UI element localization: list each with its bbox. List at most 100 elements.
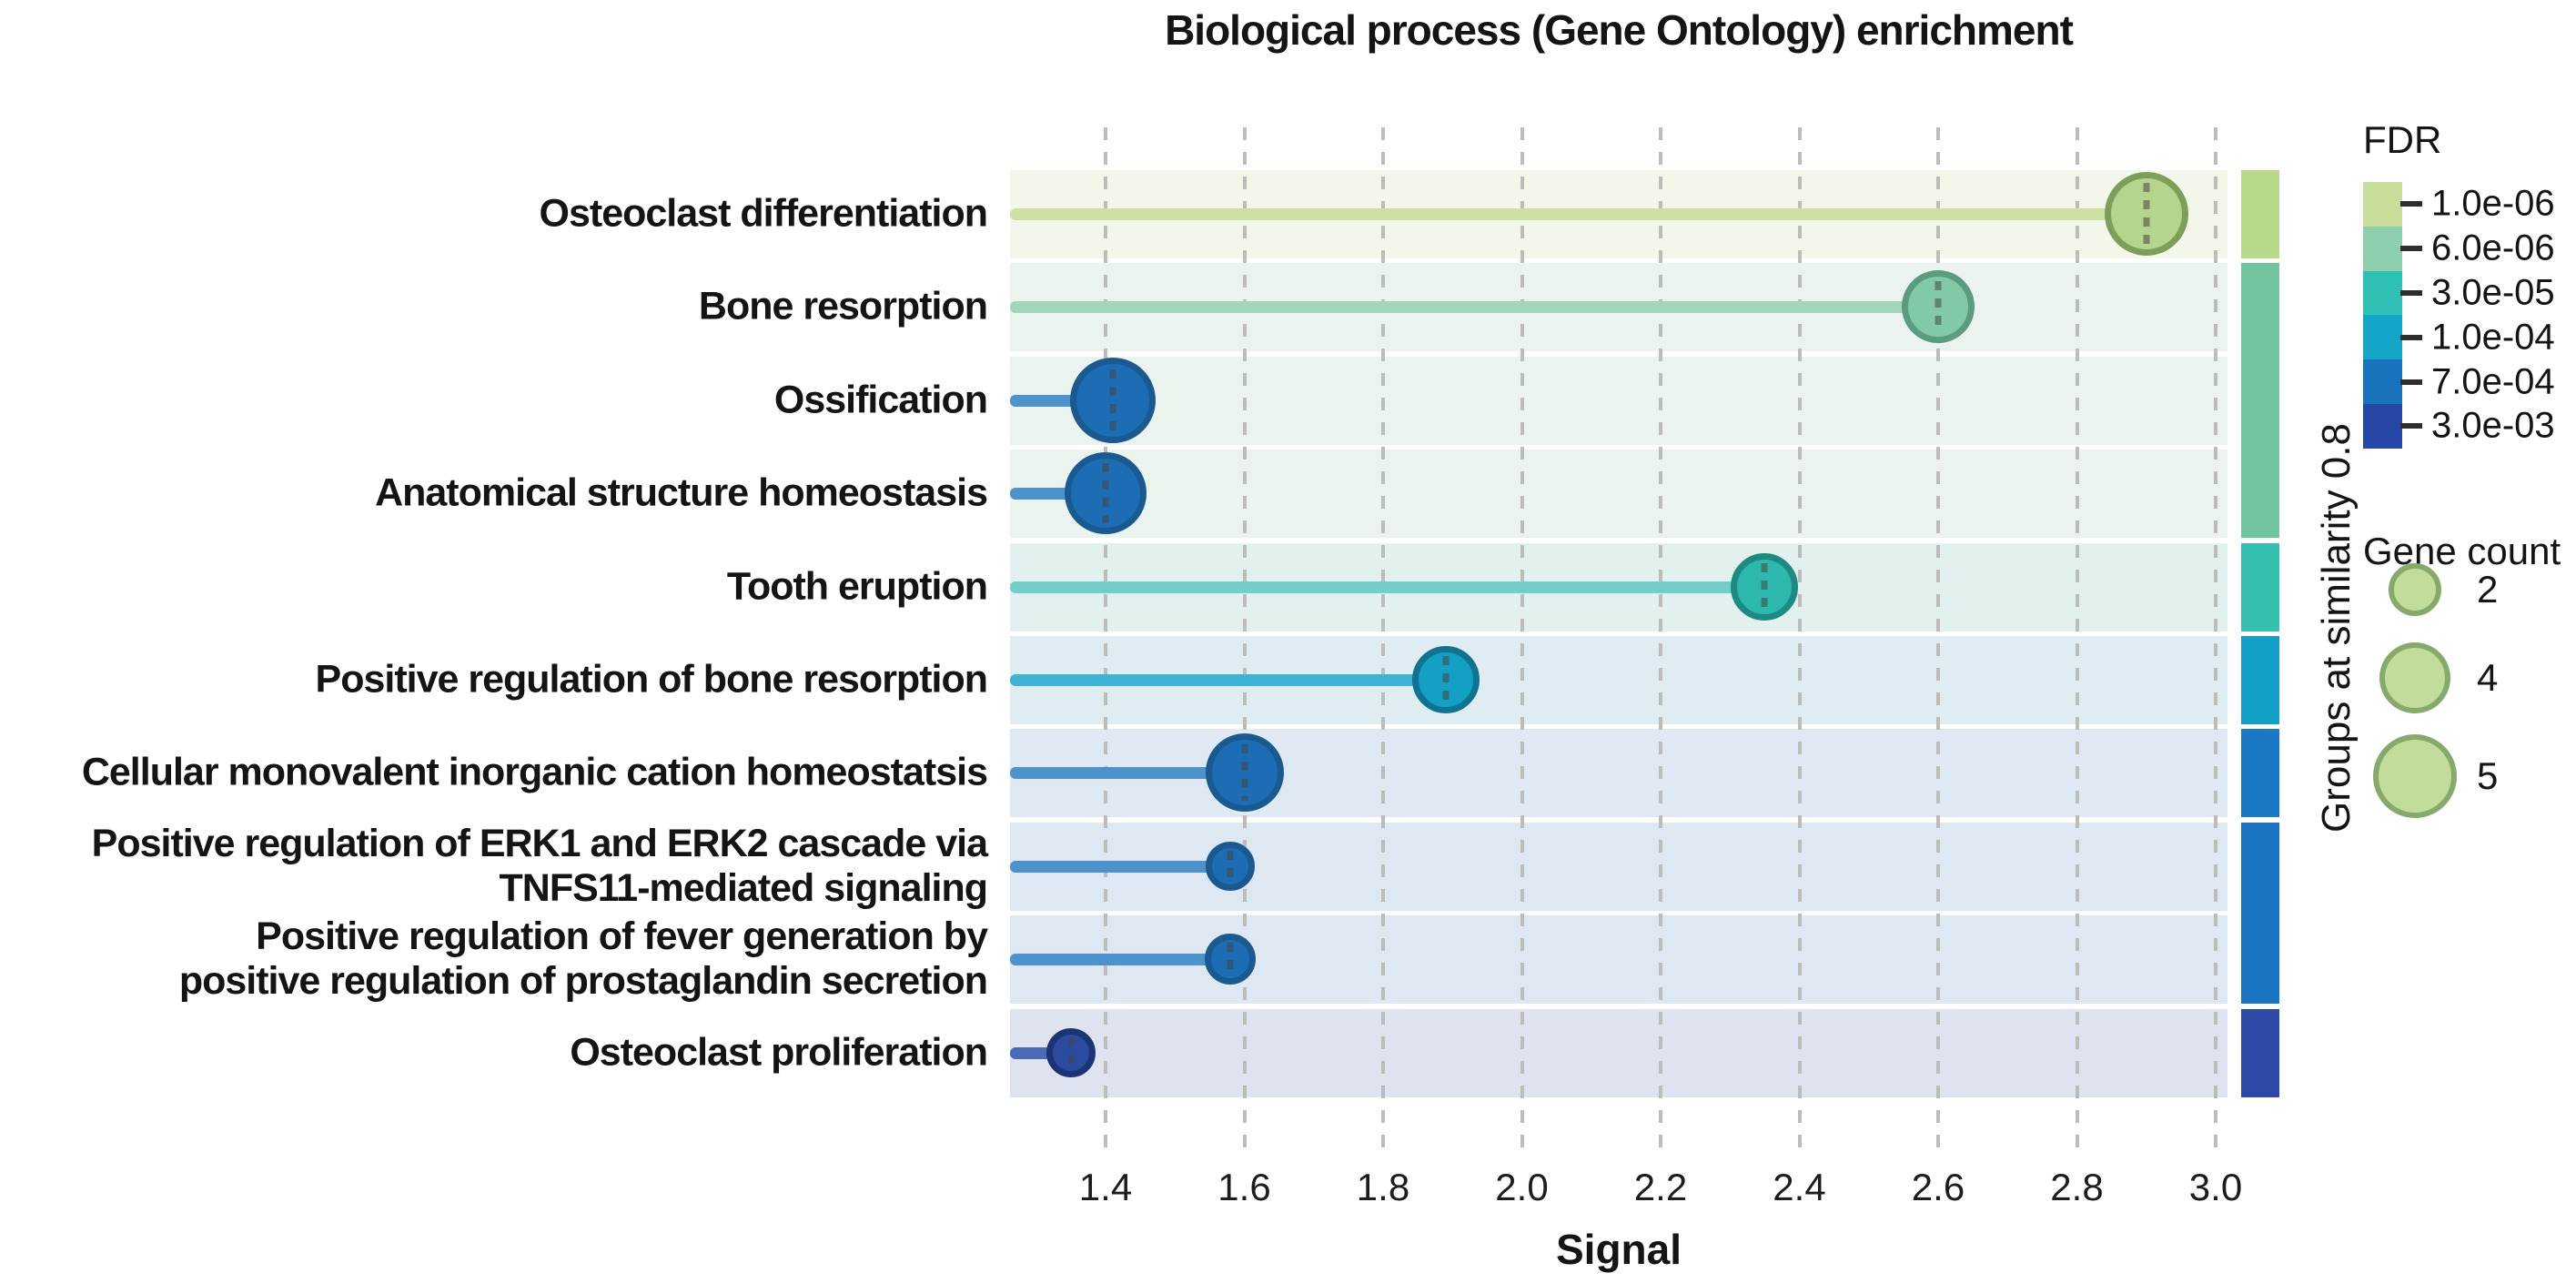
gridline: [1381, 127, 1385, 1154]
lollipop-stem: [1010, 673, 1446, 686]
dot-center-dash: [1102, 463, 1109, 523]
fdr-tick-label: 6.0e-06: [2431, 227, 2555, 268]
gridline: [1797, 127, 1802, 1154]
dot-center-dash: [1067, 1036, 1075, 1069]
dot-center-dash: [1761, 563, 1768, 611]
fdr-colorbar-segment: [2363, 404, 2402, 450]
group-bar-segment: [2241, 1008, 2279, 1097]
fdr-colorbar-segment: [2363, 315, 2402, 360]
fdr-colorbar-segment: [2363, 182, 2402, 227]
category-label: Positive regulation of bone resorption: [0, 657, 988, 702]
category-label: Positive regulation of fever generation …: [0, 914, 988, 1004]
x-tick-label: 1.6: [1217, 1166, 1271, 1208]
category-label-line: Tooth eruption: [726, 564, 988, 609]
category-label-line: Cellular monovalent inorganic cation hom…: [81, 750, 988, 794]
lollipop-dot: [1205, 934, 1257, 985]
x-tick-label: 1.8: [1356, 1166, 1410, 1208]
dot-center-dash: [1109, 369, 1116, 432]
category-label-line: Positive regulation of bone resorption: [315, 657, 988, 702]
dot-center-dash: [1442, 656, 1450, 703]
group-bar-segment: [2241, 169, 2279, 258]
fdr-tick-mark: [2400, 246, 2422, 252]
category-labels: Osteoclast differentiation Bone resorptio…: [0, 0, 989, 1283]
lollipop-stem: [1010, 953, 1231, 965]
category-label: Anatomical structure homeostasis: [0, 470, 988, 516]
category-label-line: Positive regulation of fever generation …: [256, 914, 988, 958]
group-bar-segment: [2241, 728, 2279, 817]
fdr-tick-mark: [2400, 379, 2422, 385]
category-label: Osteoclast differentiation: [0, 191, 988, 237]
gridline: [1104, 127, 1107, 1154]
gene-count-legend-value: 5: [2477, 754, 2499, 797]
lollipop-dot: [1046, 1028, 1096, 1077]
category-label-line: Bone resorption: [698, 284, 988, 328]
fdr-colorbar-segment: [2363, 226, 2402, 272]
group-bar-segment: [2241, 635, 2279, 724]
fdr-tick-label: 1.0e-06: [2431, 183, 2555, 224]
lollipop-dot: [2104, 172, 2188, 256]
fdr-tick-mark: [2400, 290, 2422, 296]
lollipop-stem: [1010, 207, 2147, 220]
gene-count-legend-circle: [2389, 563, 2441, 616]
x-tick-label: 3.0: [2188, 1166, 2243, 1208]
gene-count-legend-circle: [2379, 642, 2450, 713]
lollipop-stem: [1010, 766, 1245, 779]
fdr-tick-label: 3.0e-05: [2431, 272, 2555, 313]
gene-count-legend-title: Gene count: [2363, 530, 2561, 572]
category-label-line: Anatomical structure homeostasis: [375, 470, 988, 515]
fdr-tick-mark: [2400, 423, 2422, 429]
lollipop-dot: [1069, 358, 1156, 443]
category-label-line: Positive regulation of ERK1 and ERK2 cas…: [91, 822, 988, 865]
lollipop-dot: [1205, 733, 1284, 812]
gene-count-legend-value: 4: [2477, 656, 2499, 699]
fdr-tick-mark: [2400, 334, 2422, 340]
category-label-line: Osteoclast proliferation: [570, 1030, 988, 1075]
gridline: [1242, 127, 1247, 1154]
gene-count-legend-circle: [2373, 734, 2457, 818]
gridline: [1520, 127, 1524, 1154]
dot-center-dash: [2143, 183, 2150, 245]
gridline: [2075, 127, 2079, 1154]
dot-center-dash: [1227, 850, 1234, 883]
x-axis-title: Signal: [1555, 1226, 1682, 1273]
category-label-line: Ossification: [773, 378, 988, 422]
row-band: [1010, 356, 2227, 445]
category-label: Osteoclast proliferation: [0, 1030, 988, 1076]
gene-count-legend-value: 2: [2477, 568, 2499, 611]
category-label: Bone resorption: [0, 284, 988, 329]
lollipop-dot: [1065, 452, 1147, 534]
category-label-line: TNFS11-mediated signaling: [499, 866, 989, 910]
x-tick-label: 2.0: [1495, 1166, 1549, 1208]
category-label: Cellular monovalent inorganic cation hom…: [0, 750, 988, 795]
right-axis-label: Groups at similarity 0.8: [2314, 423, 2359, 833]
fdr-colorbar-segment: [2363, 270, 2402, 316]
chart-title: Biological process (Gene Ontology) enric…: [1165, 6, 2074, 54]
row-band: [1010, 1008, 2227, 1097]
x-tick-label: 2.2: [1633, 1166, 1688, 1208]
fdr-tick-label: 3.0e-03: [2431, 405, 2555, 446]
lollipop-dot: [1206, 842, 1256, 891]
dot-center-dash: [1935, 280, 1942, 333]
category-label-line: Osteoclast differentiation: [539, 191, 988, 236]
fdr-colorbar-segment: [2363, 359, 2402, 405]
lollipop-dot: [1411, 646, 1480, 713]
gridline: [1659, 127, 1662, 1154]
row-band: [1010, 449, 2227, 538]
gridline: [1936, 127, 1940, 1154]
lollipop-dot: [1902, 270, 1975, 343]
dot-center-dash: [1227, 942, 1234, 976]
fdr-tick-label: 1.0e-04: [2431, 317, 2555, 358]
category-label: Positive regulation of ERK1 and ERK2 cas…: [0, 822, 989, 911]
category-label: Ossification: [0, 378, 988, 423]
dot-center-dash: [1241, 744, 1248, 801]
lollipop-dot: [1731, 553, 1799, 621]
gridline: [2214, 127, 2217, 1154]
x-tick-label: 2.4: [1773, 1166, 1826, 1208]
x-tick-label: 1.4: [1078, 1166, 1133, 1208]
fdr-tick-mark: [2400, 201, 2422, 207]
fdr-tick-label: 7.0e-04: [2431, 361, 2555, 402]
category-label-line: positive regulation of prostaglandin sec…: [178, 959, 988, 1003]
lollipop-stem: [1010, 860, 1231, 873]
plot-area: [1010, 127, 2227, 1154]
